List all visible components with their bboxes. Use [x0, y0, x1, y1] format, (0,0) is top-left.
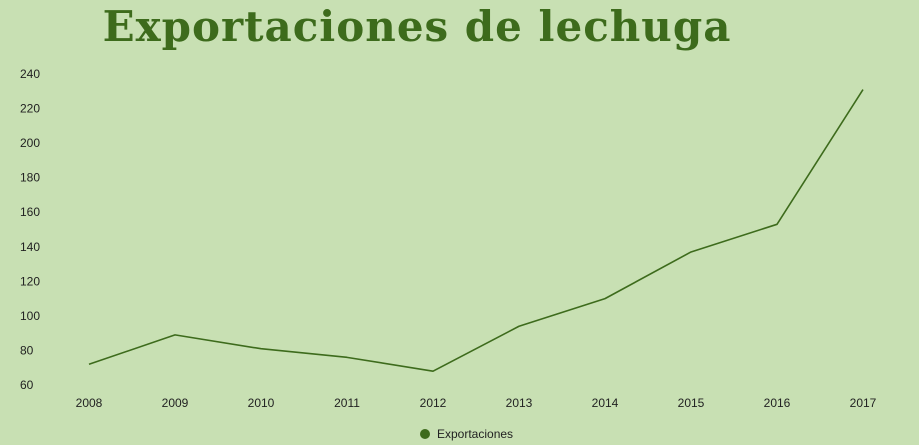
x-tick-label: 2010 [248, 396, 275, 410]
x-axis-ticks: 2008 2009 2010 2011 2012 2013 2014 2015 2016 2017 [76, 396, 877, 410]
y-tick-label: 80 [20, 343, 34, 357]
data-point[interactable] [603, 296, 608, 301]
data-point[interactable] [173, 332, 178, 337]
data-point[interactable] [689, 249, 694, 254]
chart-title: Exportaciones de lechuga [102, 2, 732, 51]
y-tick-label: 240 [20, 67, 40, 81]
y-tick-label: 60 [20, 378, 34, 392]
y-tick-label: 180 [20, 171, 40, 185]
x-tick-label: 2016 [764, 396, 791, 410]
y-tick-label: 120 [20, 274, 40, 288]
series-layer [87, 87, 866, 374]
data-point[interactable] [345, 355, 350, 360]
x-tick-label: 2009 [162, 396, 189, 410]
series-line-exportaciones [88, 89, 864, 372]
data-point[interactable] [775, 222, 780, 227]
legend-label-exportaciones: Exportaciones [437, 427, 513, 441]
legend-marker-exportaciones [420, 429, 430, 439]
y-tick-label: 100 [20, 309, 40, 323]
data-point[interactable] [517, 324, 522, 329]
y-tick-label: 140 [20, 240, 40, 254]
legend[interactable]: Exportaciones [420, 427, 513, 441]
x-tick-label: 2017 [850, 396, 877, 410]
x-tick-label: 2011 [334, 396, 360, 410]
y-tick-label: 220 [20, 102, 40, 116]
y-tick-label: 160 [20, 205, 40, 219]
y-tick-label: 200 [20, 136, 40, 150]
data-point[interactable] [87, 362, 92, 367]
x-tick-label: 2015 [678, 396, 705, 410]
x-tick-label: 2012 [420, 396, 447, 410]
x-tick-label: 2008 [76, 396, 103, 410]
data-point[interactable] [431, 369, 436, 374]
x-tick-label: 2013 [506, 396, 533, 410]
data-point[interactable] [259, 346, 264, 351]
y-axis-ticks: 60 80 100 120 140 160 180 200 220 240 [20, 67, 40, 392]
data-point[interactable] [861, 87, 866, 92]
x-tick-label: 2014 [592, 396, 619, 410]
